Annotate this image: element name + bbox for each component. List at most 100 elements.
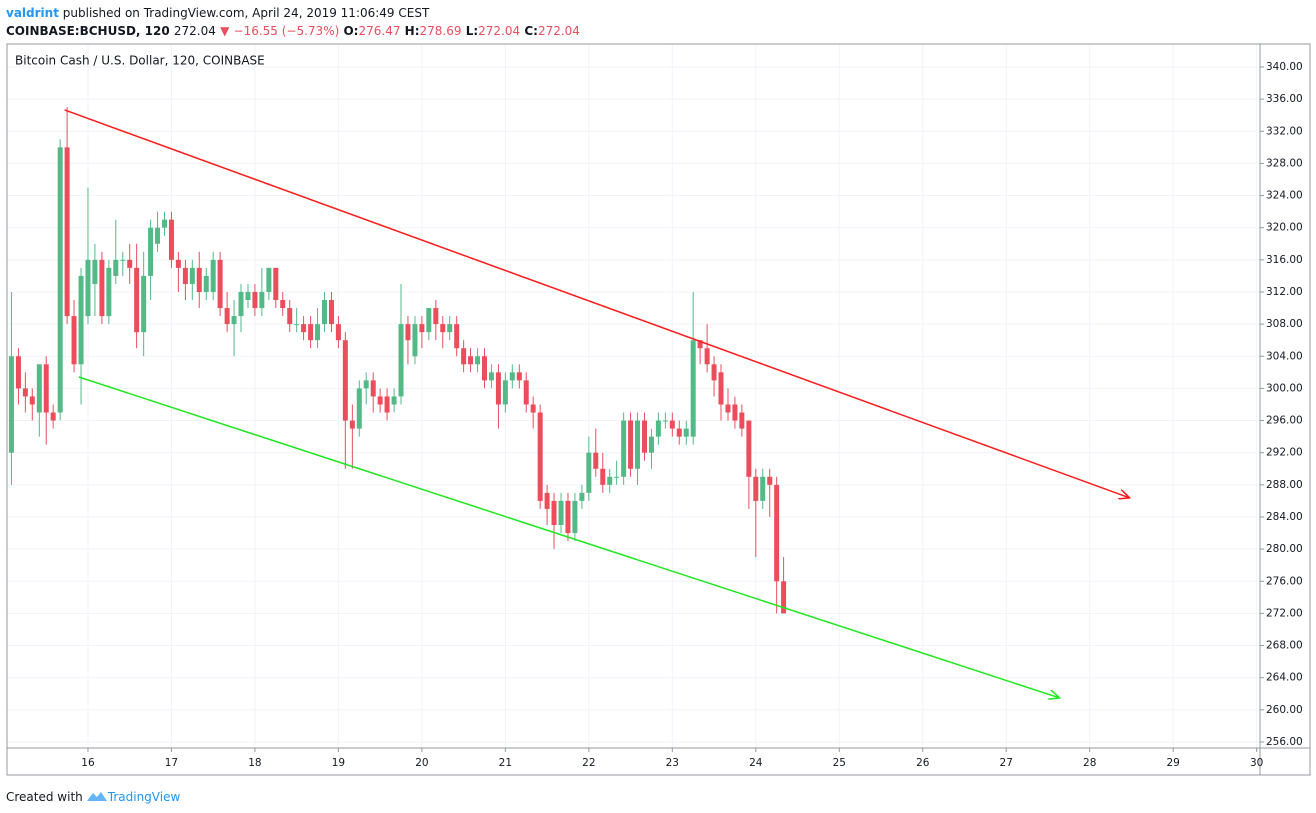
candle-body: [238, 291, 244, 317]
candle-body: [363, 380, 369, 389]
candle-body: [266, 267, 272, 292]
candle-body: [739, 412, 745, 429]
y-tick-label: 320.00: [1266, 222, 1303, 234]
candle-body: [162, 219, 168, 228]
candle-body: [495, 372, 501, 405]
candle-body: [36, 364, 42, 413]
y-tick-label: 268.00: [1266, 640, 1303, 652]
y-tick-label: 308.00: [1266, 318, 1303, 330]
ohlc-l-label: L:: [465, 24, 479, 38]
candle-body: [398, 324, 404, 397]
footer-text: Created with: [6, 790, 83, 804]
candle-body: [614, 476, 620, 478]
x-tick-label: 22: [582, 757, 595, 769]
candle-body: [669, 420, 675, 429]
y-tick-label: 260.00: [1266, 704, 1303, 716]
change-arrow: ▼: [220, 24, 230, 38]
ohlc-o-label: O:: [343, 24, 359, 38]
candle-body: [481, 356, 487, 381]
candle-body: [440, 324, 446, 333]
ohlc-o: 276.47: [358, 24, 401, 38]
candle-body: [217, 259, 223, 309]
candle-body: [600, 468, 606, 485]
candle-body: [57, 147, 63, 413]
candle-body: [43, 364, 49, 413]
candle-body: [120, 259, 126, 261]
candle-body: [182, 267, 188, 284]
y-tick-label: 300.00: [1266, 382, 1303, 394]
y-tick-label: 296.00: [1266, 415, 1303, 427]
candle-body: [697, 340, 703, 349]
candle-body: [544, 492, 550, 509]
x-tick-label: 30: [1250, 757, 1263, 769]
candle-body: [134, 267, 140, 333]
candle-body: [148, 227, 154, 276]
x-tick-label: 19: [332, 757, 345, 769]
x-tick-label: 25: [833, 757, 846, 769]
candle-body: [704, 348, 710, 365]
candle-body: [321, 300, 327, 325]
candle-body: [690, 340, 696, 437]
candle-body: [141, 275, 147, 333]
trend-line: [64, 109, 1130, 498]
candle-body: [356, 388, 362, 429]
y-tick-label: 292.00: [1266, 447, 1303, 459]
candle-body: [342, 340, 348, 421]
candle-body: [732, 404, 738, 421]
candle-body: [565, 500, 571, 534]
candle-body: [92, 259, 98, 284]
candle-body: [50, 412, 56, 421]
candle-body: [168, 219, 174, 260]
ohlc-c: 272.04: [537, 24, 580, 38]
y-tick-label: 280.00: [1266, 543, 1303, 555]
candle-body: [468, 356, 474, 365]
published: published on TradingView.com, April 24, …: [62, 6, 430, 20]
candle-body: [301, 324, 307, 333]
candle-body: [287, 308, 293, 325]
candle-body: [328, 300, 334, 325]
candle-body: [231, 316, 237, 325]
y-tick-label: 264.00: [1266, 672, 1303, 684]
candle-body: [635, 420, 641, 469]
candle-body: [22, 388, 28, 397]
candle-body: [391, 396, 397, 405]
candle-body: [335, 324, 341, 341]
chart-frame: [6, 43, 1311, 776]
author[interactable]: valdrint: [6, 6, 59, 20]
y-tick-label: 336.00: [1266, 93, 1303, 105]
candle-body: [774, 484, 780, 582]
x-tick-label: 16: [81, 757, 95, 769]
candle-body: [252, 291, 258, 309]
candle-body: [189, 267, 195, 284]
grid: [7, 44, 1260, 748]
x-tick-label: 27: [1000, 757, 1013, 769]
candle-body: [711, 364, 717, 381]
candle-body: [683, 428, 689, 437]
candle-body: [767, 476, 773, 485]
candle-body: [405, 324, 411, 341]
candle-body: [294, 324, 300, 326]
x-tick-label: 18: [248, 757, 261, 769]
footer-brand[interactable]: TradingView: [107, 790, 181, 804]
logo: [86, 792, 107, 801]
last-price: 272.04: [173, 24, 216, 38]
candle-body: [175, 259, 181, 268]
candle-body: [259, 291, 265, 309]
ohlc-c-label: C:: [524, 24, 538, 38]
x-tick-label: 29: [1166, 757, 1179, 769]
candle-body: [224, 308, 230, 325]
candle-body: [662, 420, 668, 422]
symbol: COINBASE:BCHUSD, 120: [6, 24, 170, 38]
y-tick-label: 324.00: [1266, 190, 1303, 202]
candle-body: [433, 308, 439, 325]
candle-body: [155, 227, 161, 244]
y-tick-label: 276.00: [1266, 575, 1303, 587]
chart-title: Bitcoin Cash / U.S. Dollar, 120, COINBAS…: [15, 54, 265, 68]
candle-body: [454, 324, 460, 349]
x-tick-label: 21: [499, 757, 512, 769]
candle-body: [245, 291, 251, 301]
candle-body: [746, 420, 752, 477]
candle-body: [509, 372, 515, 381]
